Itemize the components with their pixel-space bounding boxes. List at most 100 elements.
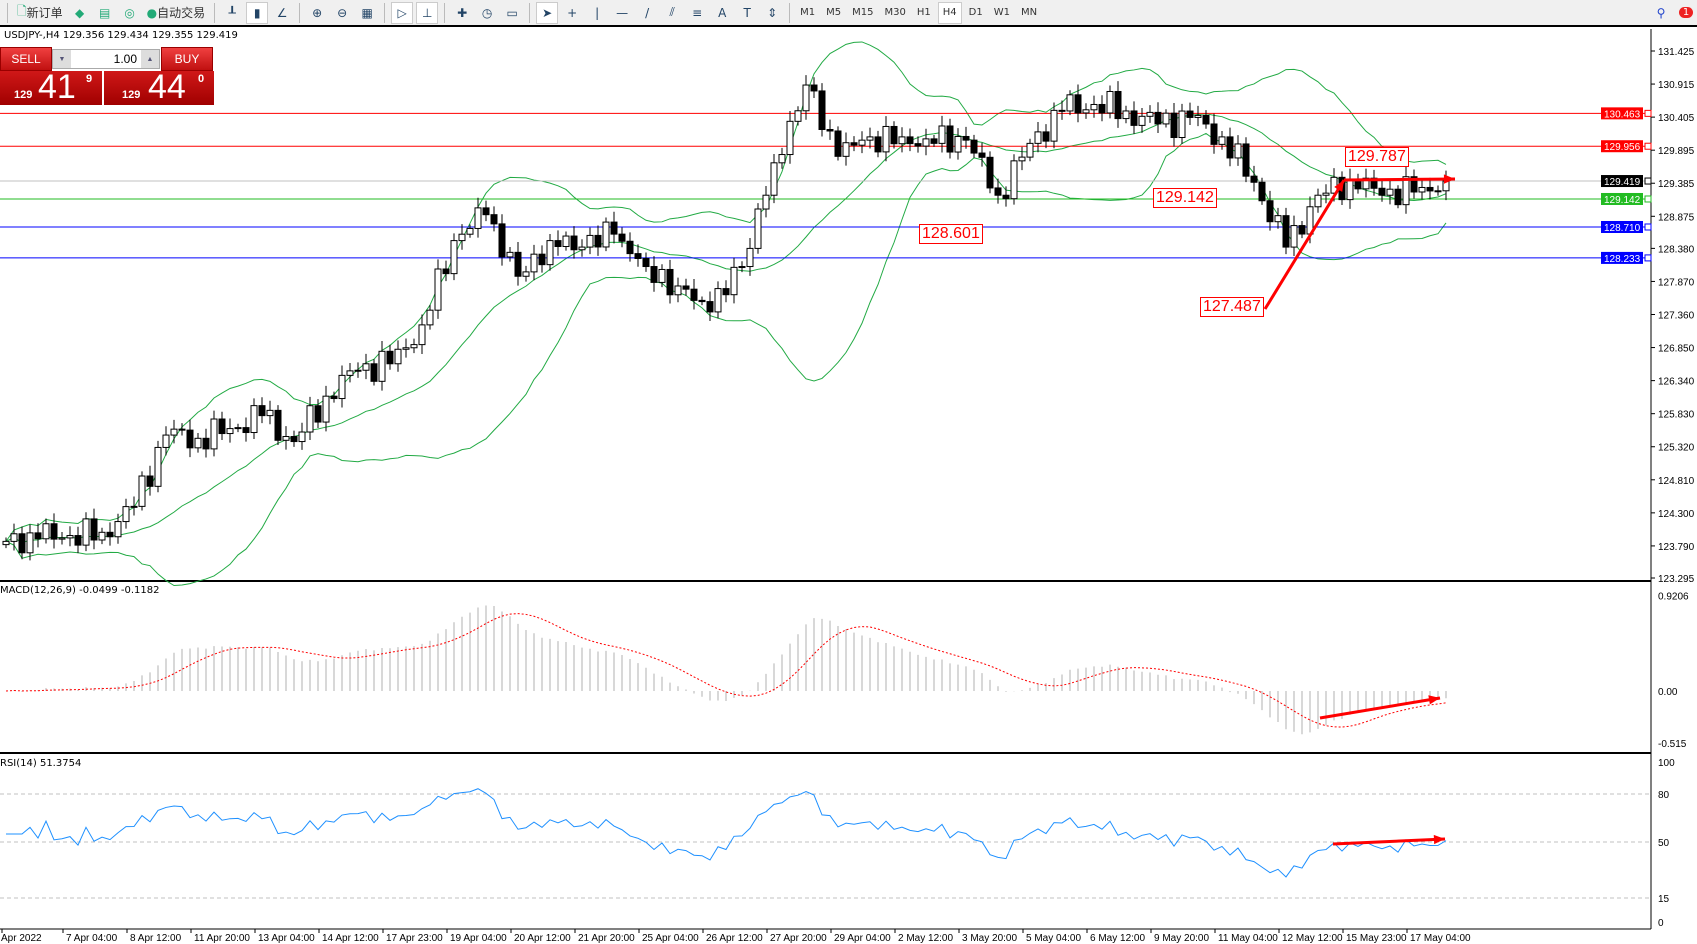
price-label-bg: [1601, 220, 1643, 233]
macd-signal-line: [5, 613, 1447, 728]
chart-shift-button[interactable]: ⊥: [416, 1, 439, 24]
rsi-line: [6, 788, 1447, 878]
candle: [58, 531, 66, 545]
annotation-129142[interactable]: 129.142: [1153, 188, 1217, 208]
macd-arrow[interactable]: [1319, 695, 1441, 720]
auto-trading-button[interactable]: ● 自动交易: [144, 2, 209, 24]
candle: [194, 433, 202, 453]
buy-button[interactable]: BUY: [161, 47, 213, 71]
price-label-129.419: 129.419: [1604, 177, 1641, 188]
lot-decrease-button[interactable]: ▼: [53, 50, 71, 68]
candle: [490, 206, 498, 232]
candle: [706, 291, 714, 322]
candle: [1058, 100, 1066, 120]
candle: [794, 106, 802, 126]
line-handle[interactable]: [1644, 254, 1652, 262]
price-tick-label: 123.790: [1658, 542, 1695, 553]
candle: [1378, 181, 1386, 202]
timeframe-w1[interactable]: W1: [993, 7, 1010, 18]
annotation-127487[interactable]: 127.487: [1200, 297, 1264, 317]
candle: [10, 523, 18, 551]
indicators-button[interactable]: ✚: [451, 2, 473, 24]
separator: [529, 2, 531, 23]
horizontal-line-button[interactable]: —: [611, 2, 633, 24]
annotation-129787[interactable]: 129.787: [1345, 147, 1409, 167]
zoom-out-button[interactable]: ⊖: [331, 2, 353, 24]
candle: [994, 178, 1002, 204]
timeframe-m5[interactable]: M5: [826, 7, 842, 18]
auto-scroll-icon: ▷: [397, 5, 407, 20]
search-button[interactable]: ⚲: [1650, 2, 1672, 24]
crosshair-button[interactable]: +: [561, 2, 583, 24]
text-icon: A: [718, 5, 727, 20]
ask-price[interactable]: 129 44 0: [104, 68, 214, 106]
periods-button[interactable]: ◷: [476, 2, 498, 24]
candle: [218, 411, 226, 441]
rsi-arrow[interactable]: [1332, 834, 1446, 846]
line-handle[interactable]: [1644, 109, 1652, 117]
tile-button[interactable]: ▦: [356, 2, 378, 24]
templates-button[interactable]: ▭: [501, 2, 523, 24]
new-order-button[interactable]: 🗋 新订单: [14, 2, 66, 24]
text-button[interactable]: A: [711, 2, 733, 24]
navigator-button[interactable]: ▤: [94, 2, 116, 24]
candle: [170, 419, 178, 444]
price-chart[interactable]: 131.425 130.915 130.405 129.895 129.385 128.8…: [0, 29, 1697, 944]
line-handle[interactable]: [1644, 195, 1652, 203]
auto-trading-label: 自动交易: [157, 6, 206, 20]
candle: [234, 423, 242, 433]
trendline-button[interactable]: /: [636, 2, 658, 24]
notifications-button[interactable]: 1: [1675, 2, 1697, 24]
zoom-in-icon: ⊕: [312, 5, 323, 20]
trend-arrow-up[interactable]: [1263, 179, 1346, 310]
candle: [986, 151, 994, 194]
fibonacci-button[interactable]: ≡: [686, 2, 708, 24]
annotation-128601[interactable]: 128.601: [919, 224, 983, 244]
timeframe-d1[interactable]: D1: [968, 7, 983, 18]
vertical-line-button[interactable]: |: [586, 2, 608, 24]
bar-chart-button[interactable]: ┸: [221, 2, 243, 24]
lot-size-value[interactable]: 1.00: [113, 52, 137, 66]
cursor-button[interactable]: ➤: [536, 1, 559, 24]
candle: [1386, 179, 1394, 205]
arrows-button[interactable]: ⇕: [761, 2, 783, 24]
candle: [362, 353, 370, 380]
candle: [98, 527, 106, 545]
timeframe-h1[interactable]: H1: [916, 7, 931, 18]
bid-price[interactable]: 129 41 9: [0, 68, 102, 106]
candle: [426, 304, 434, 330]
candle: [50, 513, 58, 549]
timeframe-m1[interactable]: M1: [800, 7, 816, 18]
timeframe-m15[interactable]: M15: [852, 7, 874, 18]
label-button[interactable]: T: [736, 2, 758, 24]
lot-size-field[interactable]: ▼ 1.00 ▲: [52, 49, 160, 69]
candle: [802, 75, 810, 120]
candle: [322, 385, 330, 432]
line-chart-button[interactable]: ∠: [271, 2, 293, 24]
time-label: 26 Apr 12:00: [706, 933, 763, 944]
timeframe-mn[interactable]: MN: [1020, 7, 1038, 18]
price-label-bg: [1601, 175, 1643, 188]
macd-tick-label: -0.515: [1658, 739, 1687, 750]
price-label-129.956: 129.956: [1604, 142, 1641, 153]
time-label: 20 Apr 12:00: [514, 933, 571, 944]
candle: [898, 127, 906, 153]
rsi-tick-label: 50: [1658, 838, 1670, 849]
signals-button[interactable]: ◎: [119, 2, 141, 24]
sell-button[interactable]: SELL: [0, 47, 52, 71]
line-handle[interactable]: [1644, 223, 1652, 231]
line-handle[interactable]: [1644, 177, 1652, 185]
zoom-in-button[interactable]: ⊕: [306, 2, 328, 24]
market-watch-button[interactable]: ◆: [69, 2, 91, 24]
timeframe-m30[interactable]: M30: [884, 7, 906, 18]
channel-button[interactable]: ⫽: [661, 2, 683, 24]
rsi-tick-label: 15: [1658, 894, 1670, 905]
line-handle[interactable]: [1644, 142, 1652, 150]
trend-arrow-flat[interactable]: [1343, 174, 1456, 184]
candle-chart-button[interactable]: ▮: [246, 1, 269, 24]
separator: [7, 2, 8, 23]
timeframe-h4[interactable]: H4: [937, 1, 962, 24]
candle: [1274, 207, 1282, 229]
auto-scroll-button[interactable]: ▷: [391, 1, 414, 24]
lot-increase-button[interactable]: ▲: [141, 50, 159, 68]
